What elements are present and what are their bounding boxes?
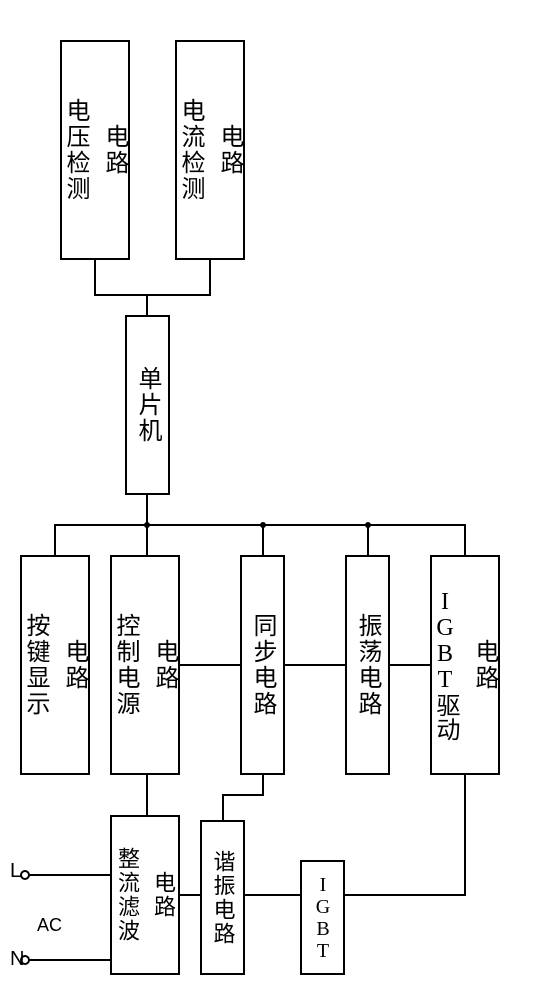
label: 按键显示 — [18, 613, 53, 717]
label: IGBT — [311, 874, 334, 962]
label: 谐振电路 — [207, 850, 239, 946]
node-sync: 同步电路 — [240, 555, 285, 775]
node-osc: 振荡电路 — [345, 555, 390, 775]
node-mcu: 单片机 — [125, 315, 170, 495]
node-ctrl-power: 控制电源 电路 — [110, 555, 180, 775]
label: 控制电源 — [108, 613, 143, 717]
label: 电路 — [212, 124, 247, 176]
label: 振荡电路 — [350, 613, 385, 717]
node-current-detect: 电流检测 电路 — [175, 40, 245, 260]
label: 电路 — [147, 871, 179, 919]
label: 同步电路 — [245, 613, 280, 717]
label-n: N — [10, 948, 24, 971]
label-ac: AC — [37, 915, 62, 936]
node-rect-filter: 整流滤波 电路 — [110, 815, 180, 975]
label: 电路 — [467, 639, 502, 691]
node-resonant: 谐振电路 — [200, 820, 245, 975]
label-l: L — [10, 860, 21, 883]
label: 电路 — [97, 124, 132, 176]
label: 电路 — [57, 639, 92, 691]
node-key-display: 按键显示 电路 — [20, 555, 90, 775]
label: 整流滤波 — [111, 847, 143, 943]
node-igbt-drv: IGBT驱动 电路 — [430, 555, 500, 775]
label: 单片机 — [130, 366, 165, 444]
label: 电流检测 — [173, 98, 208, 202]
node-voltage-detect: 电压检测 电路 — [60, 40, 130, 260]
label: IGBT驱动 — [428, 589, 463, 741]
label: 电压检测 — [58, 98, 93, 202]
label: 电路 — [147, 639, 182, 691]
node-igbt: IGBT — [300, 860, 345, 975]
